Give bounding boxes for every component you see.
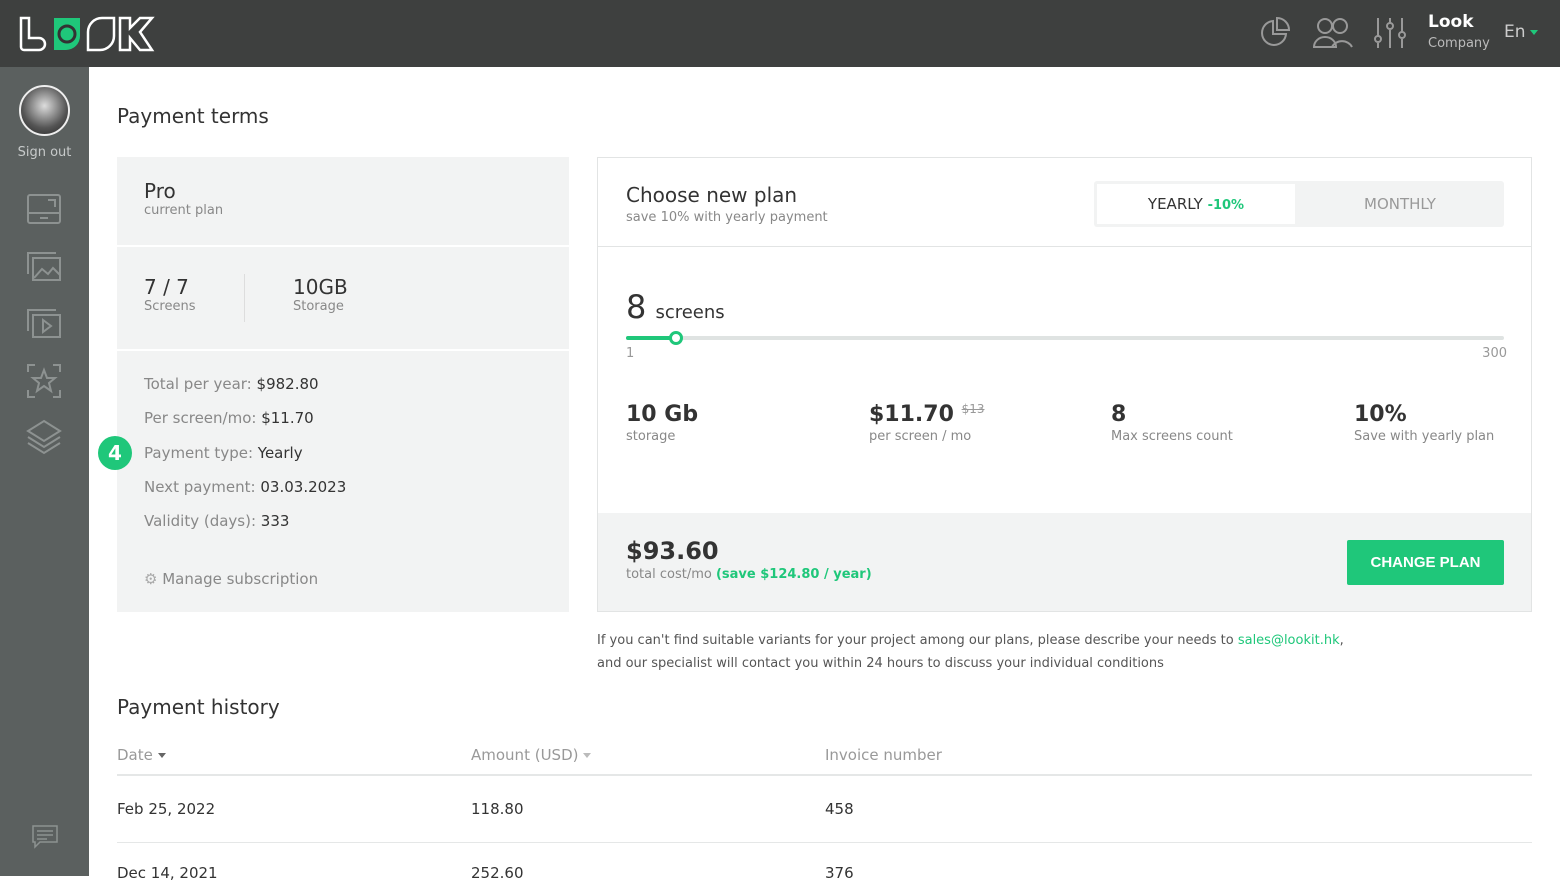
screens-value: 8 xyxy=(626,288,647,326)
column-invoice: Invoice number xyxy=(825,746,942,764)
sliders-icon[interactable] xyxy=(1373,16,1407,50)
detail-per-screen: Per screen/mo: $11.70 xyxy=(144,409,314,427)
current-plan-card: Pro current plan 7 / 7 Screens 10GB Stor… xyxy=(117,157,569,612)
sales-email-link[interactable]: sales@lookit.hk xyxy=(1237,633,1340,648)
stat-price: $11.70 $13 per screen / mo xyxy=(869,402,985,444)
images-icon[interactable] xyxy=(26,250,62,282)
billing-toggle: YEARLY -10% MONTHLY xyxy=(1094,181,1504,227)
cell-invoice: 458 xyxy=(825,800,854,818)
top-bar: Look Company En xyxy=(0,0,1560,67)
contact-note: If you can't find suitable variants for … xyxy=(597,633,1344,671)
screens-slider[interactable] xyxy=(626,331,1504,345)
sidebar: Sign out xyxy=(0,67,89,876)
screens-count: 7 / 7 xyxy=(144,275,189,299)
cell-date: Dec 14, 2021 xyxy=(117,864,218,882)
sort-icon xyxy=(583,753,592,758)
detail-total-per-year: Total per year: $982.80 xyxy=(144,375,319,393)
users-icon[interactable] xyxy=(1312,16,1354,50)
change-plan-button[interactable]: CHANGE PLAN xyxy=(1347,540,1504,585)
storage-label: Storage xyxy=(293,299,344,314)
plan-name: Pro xyxy=(144,179,176,203)
sign-out-link[interactable]: Sign out xyxy=(17,145,72,160)
detail-next-payment: Next payment: 03.03.2023 xyxy=(144,478,347,496)
chevron-down-icon xyxy=(1529,29,1538,35)
slider-max: 300 xyxy=(1482,346,1507,361)
tab-yearly[interactable]: YEARLY -10% xyxy=(1097,184,1295,224)
cell-amount: 252.60 xyxy=(471,864,524,882)
divider xyxy=(117,842,1532,843)
detail-payment-type: Payment type: Yearly xyxy=(144,444,303,462)
old-price: $13 xyxy=(961,402,985,416)
divider xyxy=(117,774,1532,776)
new-plan-subtitle: save 10% with yearly payment xyxy=(626,210,828,225)
new-plan-card: Choose new plan save 10% with yearly pay… xyxy=(597,157,1532,612)
storage-size: 10GB xyxy=(293,275,348,299)
stat-max-screens: 8 Max screens count xyxy=(1111,402,1233,444)
cell-invoice: 376 xyxy=(825,864,854,882)
manage-subscription-label: Manage subscription xyxy=(162,570,319,588)
cell-date: Feb 25, 2022 xyxy=(117,800,216,818)
new-plan-title: Choose new plan xyxy=(626,183,798,207)
total-cost: $93.60 xyxy=(626,537,719,565)
chat-icon[interactable] xyxy=(32,825,58,849)
tab-monthly[interactable]: MONTHLY xyxy=(1364,195,1436,213)
pie-chart-icon[interactable] xyxy=(1259,16,1291,50)
stat-save: 10% Save with yearly plan xyxy=(1354,402,1495,444)
column-amount[interactable]: Amount (USD) xyxy=(471,746,592,764)
language-select[interactable]: En xyxy=(1504,22,1538,42)
favorites-icon[interactable] xyxy=(26,363,62,399)
screens-icon[interactable] xyxy=(26,193,62,225)
column-date[interactable]: Date xyxy=(117,746,166,764)
slider-min: 1 xyxy=(626,346,635,361)
divider xyxy=(117,245,569,247)
divider xyxy=(117,349,569,351)
layers-icon[interactable] xyxy=(26,419,62,455)
gear-icon: ⚙ xyxy=(144,570,158,588)
stat-storage: 10 Gb storage xyxy=(626,402,699,444)
screens-unit: screens xyxy=(655,302,725,323)
look-logo[interactable] xyxy=(18,14,156,52)
slider-fill xyxy=(626,336,677,340)
language-label: En xyxy=(1504,22,1526,42)
detail-validity: Validity (days): 333 xyxy=(144,512,290,530)
slider-handle[interactable] xyxy=(669,331,684,345)
divider xyxy=(244,274,245,322)
company-sub: Company xyxy=(1428,36,1490,51)
total-label: total cost/mo xyxy=(626,567,712,582)
plan-label: current plan xyxy=(144,203,224,218)
manage-subscription-link[interactable]: ⚙ Manage subscription xyxy=(144,570,318,588)
payment-history-title: Payment history xyxy=(117,695,280,719)
videos-icon[interactable] xyxy=(26,307,62,339)
total-section: $93.60 total cost/mo (save $124.80 / yea… xyxy=(598,513,1531,611)
total-save: (save $124.80 / year) xyxy=(715,567,872,582)
screens-label: Screens xyxy=(144,299,196,314)
cell-amount: 118.80 xyxy=(471,800,524,818)
sort-icon xyxy=(157,753,166,758)
step-badge: 4 xyxy=(98,436,132,470)
company-switcher[interactable]: Look Company xyxy=(1428,12,1490,51)
divider xyxy=(598,246,1531,247)
avatar[interactable] xyxy=(19,85,70,136)
company-name: Look xyxy=(1428,12,1474,32)
page-title: Payment terms xyxy=(117,104,269,128)
